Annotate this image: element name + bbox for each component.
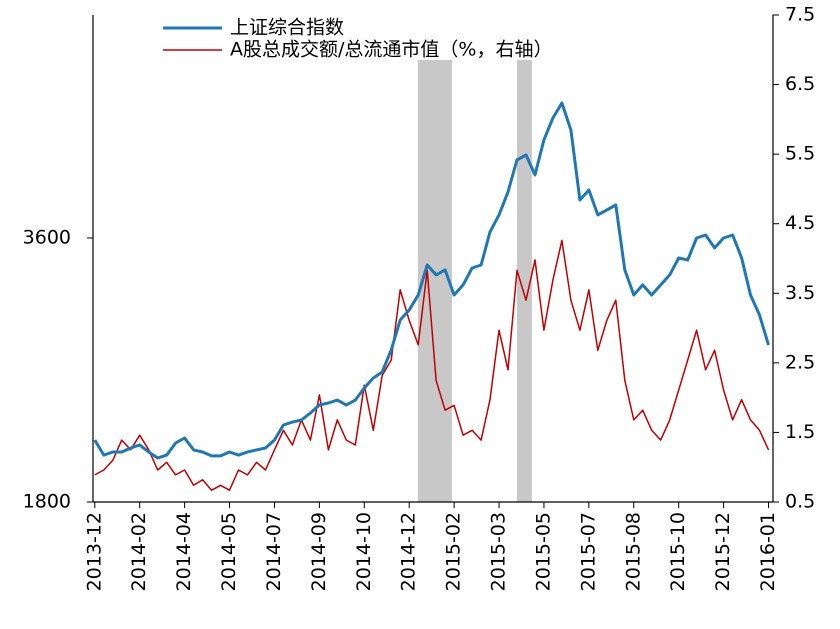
x-tick-label: 2015-03 bbox=[488, 512, 510, 591]
x-tick-label: 2014-12 bbox=[398, 512, 420, 591]
y2-tick-label: 1.5 bbox=[785, 421, 815, 443]
y-tick-label: 3600 bbox=[23, 226, 71, 248]
x-tick-label: 2014-05 bbox=[218, 512, 240, 591]
y2-tick-label: 7.5 bbox=[785, 4, 815, 26]
highlight-band bbox=[516, 60, 532, 502]
x-tick-label: 2014-04 bbox=[173, 512, 195, 591]
y2-tick-label: 2.5 bbox=[785, 351, 815, 373]
x-tick-label: 2015-05 bbox=[532, 512, 554, 591]
x-tick-label: 2015-10 bbox=[667, 512, 689, 591]
y2-tick-label: 3.5 bbox=[785, 282, 815, 304]
y2-tick-label: 6.5 bbox=[785, 73, 815, 95]
x-tick-label: 2014-07 bbox=[263, 512, 285, 591]
x-tick-label: 2014-02 bbox=[128, 512, 150, 591]
y-tick-label: 1800 bbox=[23, 491, 71, 513]
x-tick-label: 2014-10 bbox=[353, 512, 375, 591]
y2-tick-label: 5.5 bbox=[785, 143, 815, 165]
x-tick-label: 2013-12 bbox=[83, 512, 105, 591]
x-tick-label: 2015-07 bbox=[577, 512, 599, 591]
y2-tick-label: 4.5 bbox=[785, 212, 815, 234]
y2-tick-label: 0.5 bbox=[785, 491, 815, 513]
x-tick-label: 2015-08 bbox=[622, 512, 644, 591]
legend-label: 上证综合指数 bbox=[230, 17, 344, 39]
x-tick-label: 2014-09 bbox=[308, 512, 330, 591]
series-line bbox=[93, 101, 770, 460]
legend-label: A股总成交额/总流通市值（%，右轴） bbox=[230, 39, 552, 61]
series-line bbox=[94, 239, 770, 491]
x-tick-label: 2015-02 bbox=[443, 512, 465, 591]
x-tick-label: 2015-12 bbox=[712, 512, 734, 591]
x-tick-label: 2016-01 bbox=[757, 512, 779, 591]
